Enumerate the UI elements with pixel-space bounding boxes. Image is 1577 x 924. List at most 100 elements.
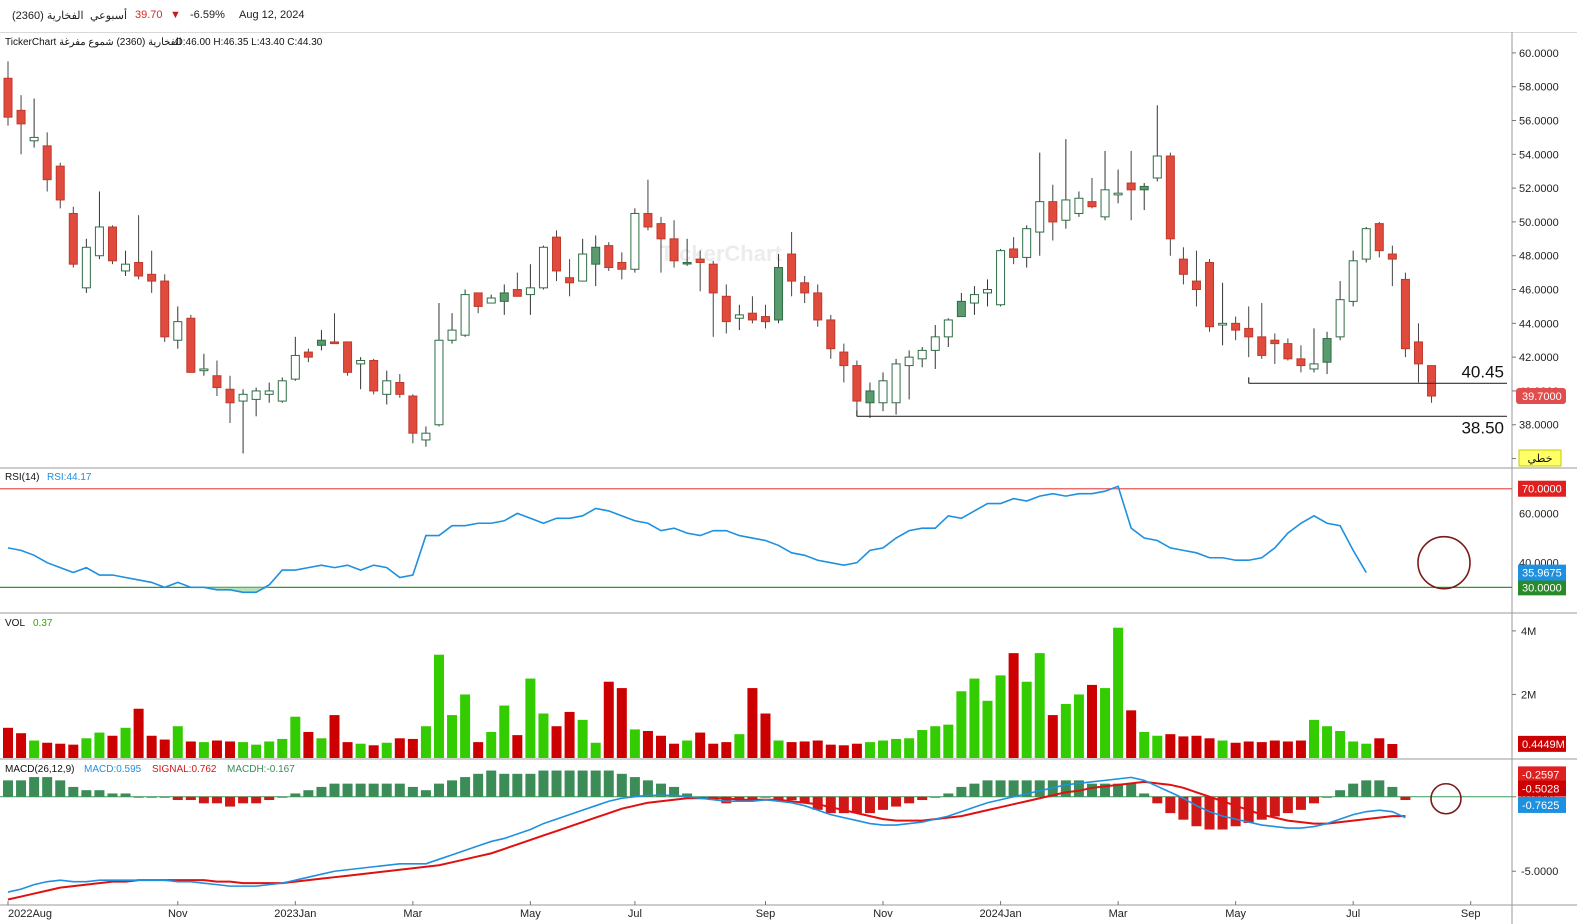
- candle-body[interactable]: [643, 212, 653, 228]
- macd-histogram-bar[interactable]: [16, 780, 27, 797]
- volume-bar[interactable]: [1086, 684, 1097, 758]
- volume-bar[interactable]: [303, 731, 314, 758]
- candle-body[interactable]: [1244, 327, 1254, 338]
- candle-body[interactable]: [1348, 260, 1358, 302]
- volume-bar[interactable]: [1008, 653, 1019, 758]
- candle-body[interactable]: [395, 381, 405, 395]
- volume-bar[interactable]: [564, 711, 575, 758]
- volume-bar[interactable]: [120, 727, 131, 758]
- volume-bar[interactable]: [1387, 744, 1398, 758]
- macd-histogram-bar[interactable]: [316, 786, 327, 797]
- volume-bar[interactable]: [290, 716, 301, 758]
- candle-body[interactable]: [382, 380, 392, 395]
- volume-bar[interactable]: [695, 732, 706, 758]
- candle-body[interactable]: [68, 212, 78, 265]
- macd-histogram-bar[interactable]: [172, 796, 183, 801]
- volume-bar[interactable]: [1282, 741, 1293, 758]
- candle-body[interactable]: [1231, 322, 1241, 331]
- candle-body[interactable]: [238, 393, 248, 402]
- candle-body[interactable]: [1361, 228, 1371, 260]
- volume-bar[interactable]: [734, 734, 745, 758]
- volume-bar[interactable]: [878, 740, 889, 758]
- macd-histogram-bar[interactable]: [486, 770, 497, 797]
- volume-bar[interactable]: [891, 738, 902, 758]
- volume-bar[interactable]: [1295, 740, 1306, 758]
- period-selector[interactable]: أسبوعي: [90, 10, 128, 22]
- volume-bar[interactable]: [551, 726, 562, 758]
- volume-bar[interactable]: [904, 738, 915, 758]
- candle-body[interactable]: [630, 212, 640, 270]
- macd-histogram-bar[interactable]: [1374, 780, 1385, 797]
- candle-body[interactable]: [1270, 339, 1280, 345]
- macd-histogram-bar[interactable]: [603, 770, 614, 797]
- macd-histogram-bar[interactable]: [851, 796, 862, 814]
- volume-bar[interactable]: [3, 727, 13, 758]
- volume-bar[interactable]: [525, 678, 536, 758]
- candle-body[interactable]: [186, 317, 196, 373]
- macd-histogram-bar[interactable]: [1348, 783, 1359, 797]
- scale-mode-button[interactable]: [1518, 449, 1562, 467]
- candle-body[interactable]: [277, 380, 287, 402]
- macd-histogram-bar[interactable]: [838, 796, 849, 814]
- volume-bar[interactable]: [81, 738, 92, 758]
- macd-histogram-bar[interactable]: [669, 786, 680, 797]
- macd-histogram-bar[interactable]: [943, 793, 954, 797]
- volume-bar[interactable]: [1034, 653, 1045, 758]
- volume-bar[interactable]: [930, 726, 941, 758]
- volume-bar[interactable]: [656, 735, 666, 758]
- volume-bar[interactable]: [1152, 735, 1163, 758]
- candle-body[interactable]: [3, 77, 13, 118]
- candle-body[interactable]: [421, 432, 431, 441]
- candle-body[interactable]: [774, 267, 784, 321]
- volume-bar[interactable]: [773, 740, 784, 758]
- candle-body[interactable]: [369, 360, 379, 392]
- candle-body[interactable]: [1218, 322, 1228, 326]
- volume-bar[interactable]: [316, 738, 327, 758]
- macd-histogram-bar[interactable]: [355, 783, 366, 797]
- candle-body[interactable]: [147, 273, 157, 282]
- candle-body[interactable]: [656, 223, 666, 240]
- macd-histogram-bar[interactable]: [159, 796, 170, 798]
- candle-body[interactable]: [1205, 261, 1215, 328]
- macd-histogram-bar[interactable]: [930, 796, 941, 798]
- macd-histogram-bar[interactable]: [1008, 780, 1019, 797]
- volume-bar[interactable]: [277, 738, 288, 758]
- candle-body[interactable]: [591, 246, 601, 265]
- macd-histogram-bar[interactable]: [290, 793, 301, 797]
- candle-body[interactable]: [1139, 185, 1149, 191]
- candle-body[interactable]: [1322, 338, 1332, 363]
- volume-bar[interactable]: [185, 741, 196, 758]
- volume-bar[interactable]: [682, 740, 693, 758]
- candle-body[interactable]: [330, 341, 339, 345]
- volume-bar[interactable]: [577, 719, 588, 758]
- macd-histogram-bar[interactable]: [433, 783, 444, 797]
- volume-bar[interactable]: [420, 726, 431, 758]
- macd-histogram-bar[interactable]: [238, 796, 249, 804]
- volume-bar[interactable]: [16, 733, 27, 758]
- macd-histogram-bar[interactable]: [656, 783, 666, 797]
- candle-body[interactable]: [891, 363, 901, 404]
- macd-histogram-bar[interactable]: [94, 790, 105, 797]
- macd-histogram-bar[interactable]: [29, 777, 40, 797]
- volume-bar[interactable]: [1374, 738, 1385, 758]
- macd-histogram-bar[interactable]: [891, 796, 902, 807]
- volume-bar[interactable]: [956, 691, 967, 758]
- macd-histogram-bar[interactable]: [120, 793, 131, 797]
- volume-bar[interactable]: [1230, 742, 1241, 758]
- volume-bar[interactable]: [1204, 738, 1215, 758]
- macd-histogram-bar[interactable]: [1282, 796, 1293, 814]
- candle-body[interactable]: [264, 390, 274, 395]
- macd-histogram-bar[interactable]: [642, 780, 653, 797]
- macd-histogram-bar[interactable]: [381, 783, 392, 797]
- candle-body[interactable]: [1374, 223, 1384, 252]
- candle-body[interactable]: [760, 316, 770, 323]
- macd-histogram-bar[interactable]: [1178, 796, 1189, 820]
- candle-body[interactable]: [826, 319, 836, 350]
- candle-body[interactable]: [1309, 363, 1319, 370]
- volume-bar[interactable]: [198, 742, 209, 758]
- volume-bar[interactable]: [812, 740, 823, 758]
- macd-histogram-bar[interactable]: [1204, 796, 1215, 830]
- macd-histogram-bar[interactable]: [1400, 796, 1411, 801]
- macd-histogram-bar[interactable]: [629, 777, 640, 797]
- candle-body[interactable]: [969, 294, 979, 304]
